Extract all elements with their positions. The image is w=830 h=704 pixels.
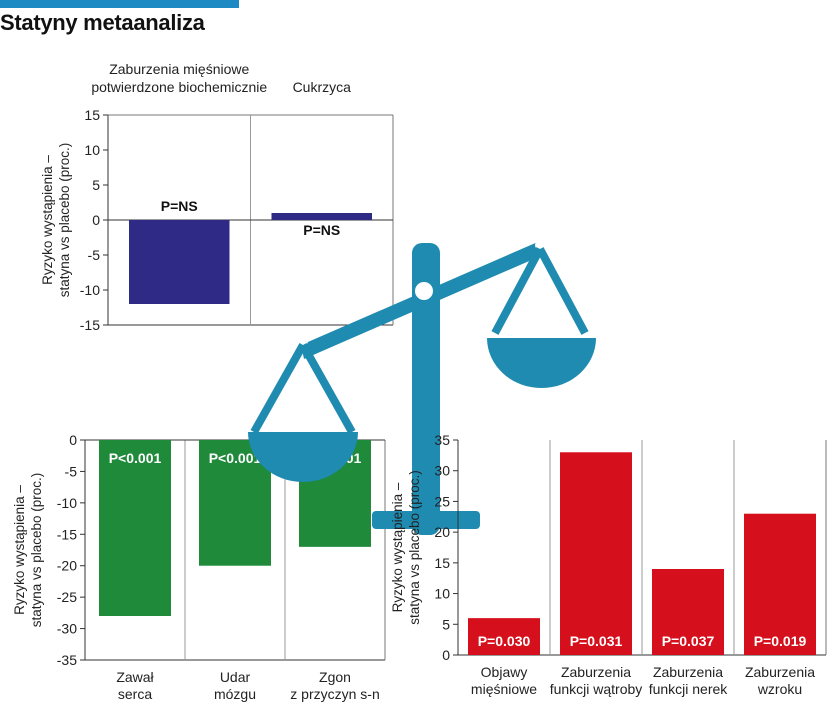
bar bbox=[271, 213, 372, 220]
bar bbox=[744, 513, 816, 655]
y-tick-label: 10 bbox=[84, 142, 100, 158]
bar bbox=[652, 569, 724, 655]
scale-pivot bbox=[415, 282, 433, 300]
bar bbox=[129, 220, 230, 304]
category-label: Objawy bbox=[481, 664, 528, 680]
y-axis-label: Ryzyko wystąpienia – bbox=[12, 485, 27, 615]
data-label: P=0.031 bbox=[570, 633, 623, 649]
y-tick-label: 25 bbox=[434, 493, 450, 509]
chart-top: 15 10 5 0 -5 -10 -15 Ryzyko wystąpienia – statyn… bbox=[40, 61, 394, 333]
y-tick-label: 20 bbox=[434, 524, 450, 540]
y-axis-label: statyna vs placebo (proc.) bbox=[29, 473, 44, 628]
data-label: P=0.019 bbox=[754, 633, 807, 649]
category-label: funkcji nerek bbox=[649, 681, 729, 697]
y-tick-label: -35 bbox=[57, 652, 77, 668]
category-label: Cukrzyca bbox=[293, 79, 352, 95]
y-tick-label: 35 bbox=[434, 432, 450, 448]
balance-scale-icon bbox=[248, 240, 596, 535]
data-label: P=NS bbox=[161, 198, 198, 214]
y-tick-label: -5 bbox=[65, 463, 78, 479]
y-tick-label: 10 bbox=[434, 586, 450, 602]
y-tick-label: 5 bbox=[442, 616, 450, 632]
y-tick-label: 0 bbox=[92, 212, 100, 228]
category-label: Zaburzenia bbox=[653, 664, 723, 680]
y-tick-label: -10 bbox=[57, 495, 77, 511]
y-axis-label: Ryzyko wystąpienia – bbox=[40, 155, 55, 285]
scale-strings-left bbox=[250, 343, 356, 434]
page-title: Statyny metaanaliza bbox=[0, 10, 205, 35]
category-label: Zawał bbox=[116, 669, 154, 685]
category-label: mięśniowe bbox=[471, 681, 537, 697]
category-label: mózgu bbox=[214, 686, 256, 702]
y-tick-label: -15 bbox=[57, 526, 77, 542]
data-label: P=0.037 bbox=[662, 633, 715, 649]
scale-pillar bbox=[412, 243, 440, 535]
chart-right: 0 5 10 15 20 25 30 35 Ryzyko wystąpienia – statyn… bbox=[390, 432, 827, 697]
category-label: wzroku bbox=[757, 681, 802, 697]
bar bbox=[560, 452, 632, 655]
category-label: z przyczyn s-n bbox=[290, 686, 379, 702]
category-label: Zaburzenia mięśniowe bbox=[109, 61, 249, 77]
y-tick-label: -15 bbox=[80, 317, 100, 333]
category-label: Zaburzenia bbox=[745, 664, 815, 680]
y-tick-label: 0 bbox=[69, 432, 77, 448]
title-accent-bar bbox=[0, 0, 239, 8]
scale-hinge-right bbox=[535, 240, 545, 250]
y-tick-label: 15 bbox=[84, 107, 100, 123]
category-label: funkcji wątroby bbox=[550, 681, 643, 697]
scale-strings-right bbox=[491, 247, 589, 335]
scale-pan-left bbox=[248, 432, 358, 482]
data-label: P=NS bbox=[303, 222, 340, 238]
y-tick-label: -10 bbox=[80, 282, 100, 298]
category-label: Zaburzenia bbox=[561, 664, 631, 680]
scale-pan-right bbox=[487, 338, 596, 388]
chart-left: 0 -5 -10 -15 -20 -25 -30 -35 Ryzyko wystąpienia … bbox=[12, 432, 386, 702]
data-label: P<0.001 bbox=[109, 450, 162, 466]
y-tick-label: 15 bbox=[434, 555, 450, 571]
y-tick-label: 30 bbox=[434, 463, 450, 479]
y-tick-label: 5 bbox=[92, 177, 100, 193]
category-label: potwierdzone biochemicznie bbox=[91, 79, 267, 95]
scale-base bbox=[372, 511, 480, 529]
y-axis-label: Ryzyko wystąpienia – bbox=[390, 482, 405, 612]
y-tick-label: -30 bbox=[57, 621, 77, 637]
bar bbox=[468, 618, 540, 655]
y-tick-label: -25 bbox=[57, 589, 77, 605]
y-tick-label: -5 bbox=[88, 247, 101, 263]
y-tick-label: -20 bbox=[57, 558, 77, 574]
y-tick-label: 0 bbox=[442, 647, 450, 663]
category-label: Zgon bbox=[319, 669, 351, 685]
data-label: P<0.001 bbox=[209, 450, 262, 466]
data-label: P=0.030 bbox=[478, 633, 531, 649]
scale-hinge-left bbox=[298, 336, 308, 346]
category-label: Udar bbox=[220, 669, 251, 685]
scale-beam bbox=[301, 241, 543, 359]
bar bbox=[99, 440, 171, 616]
y-axis-label: statyna vs placebo (proc.) bbox=[407, 470, 422, 625]
category-label: serca bbox=[118, 686, 152, 702]
y-axis-label: statyna vs placebo (proc.) bbox=[57, 143, 72, 298]
